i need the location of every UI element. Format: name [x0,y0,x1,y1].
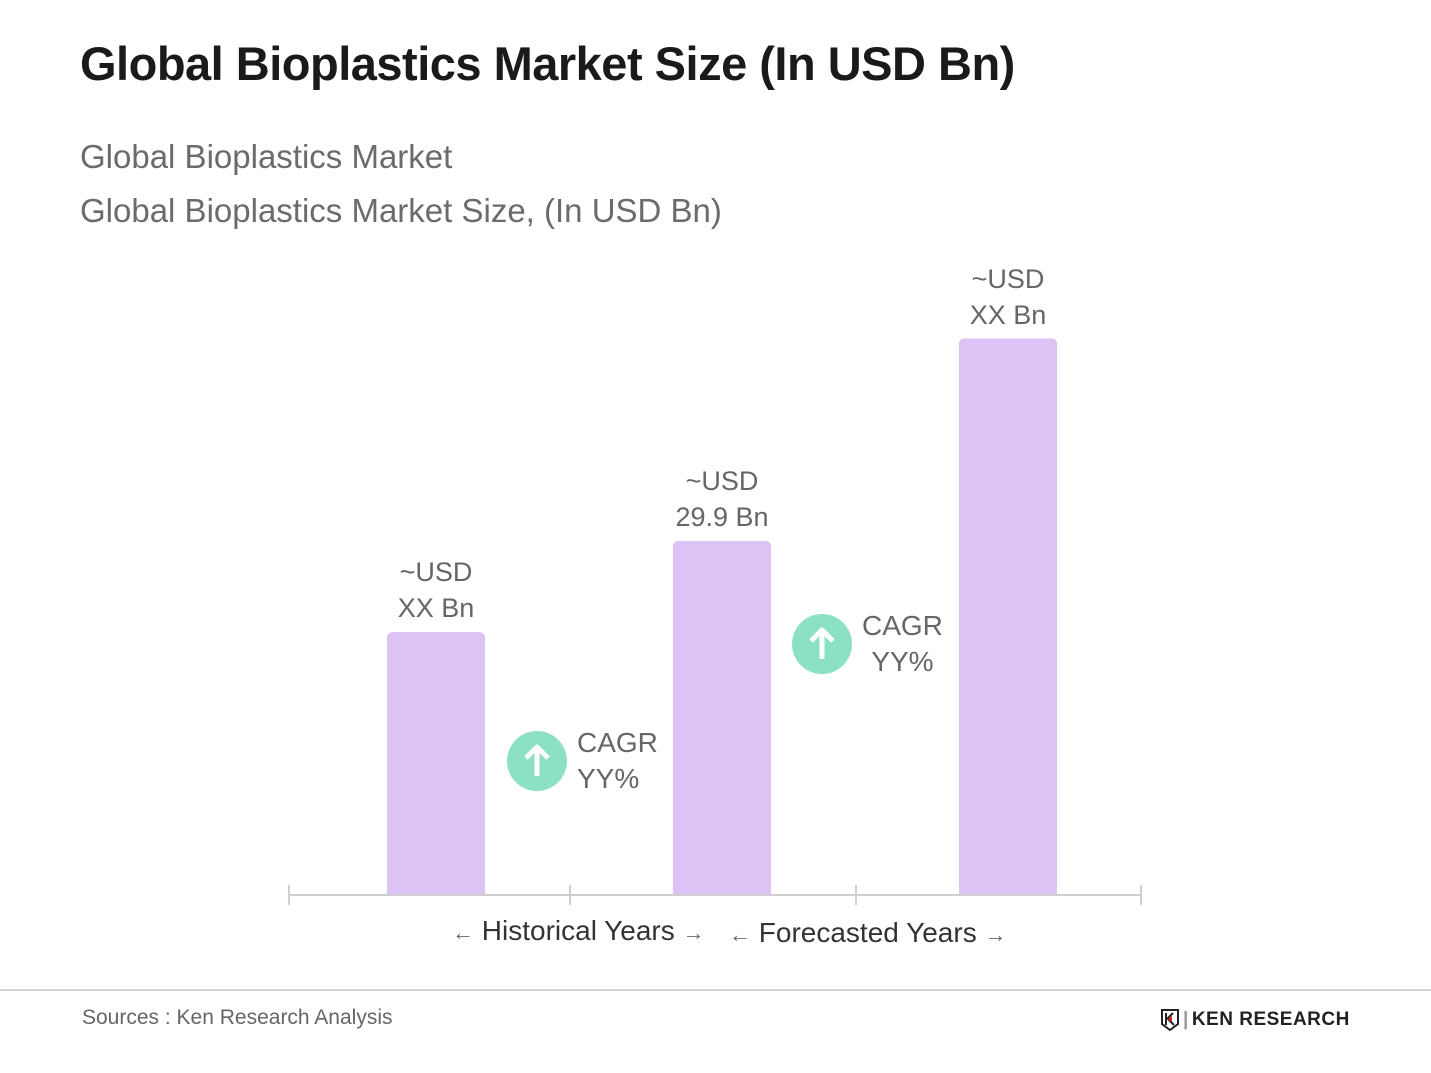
arrow-up-icon [792,614,852,674]
chart-subtitle: Global Bioplastics Market [80,138,453,175]
logo-mark-icon [1161,1009,1179,1031]
cagr-annotation-2: CAGR YY% [792,608,943,680]
x-label-text: Historical Years [481,915,675,946]
chart-title: Global Bioplastics Market Size (In USD B… [80,37,1015,90]
cagr-value: YY% [871,646,934,677]
bar [387,632,485,895]
data-label-line: 29.9 Bn [675,502,769,532]
cagr-value: YY% [577,763,640,794]
data-label-line: ~USD [971,263,1045,294]
data-label-line: ~USD [399,557,473,588]
ken-research-logo: | KEN RESEARCH [1160,1009,1350,1031]
arrow-up-icon [507,731,567,791]
x-label-text: Forecasted Years [758,917,977,948]
arrow-right-icon: → [682,920,705,945]
bar [673,541,771,895]
arrow-right-icon: → [984,922,1007,947]
arrow-left-icon: ← [729,922,751,947]
chart-subtitle-2: Global Bioplastics Market Size, (In USD … [80,192,722,229]
footer-divider [0,989,1431,991]
x-label-historical: ← Historical Years → [452,915,705,947]
logo-text: KEN RESEARCH [1191,1009,1350,1030]
cagr-label: CAGR [577,727,658,758]
bar [959,338,1057,895]
source-note: Sources : Ken Research Analysis [82,1006,393,1029]
arrow-left-icon: ← [452,920,474,945]
data-label-line: XX Bn [969,299,1047,330]
data-label-line: ~USD [685,466,759,496]
cagr-annotation-1: CAGR YY% [507,725,658,797]
data-label-line: XX Bn [397,593,475,624]
x-label-forecasted: ← Forecasted Years → [729,917,1006,949]
bar-data-label: ~USD XX Bn [908,261,1108,333]
bar-data-label: ~USD XX Bn [336,554,536,626]
cagr-label: CAGR [862,610,943,641]
bar-data-label: ~USD 29.9 Bn [622,463,822,535]
